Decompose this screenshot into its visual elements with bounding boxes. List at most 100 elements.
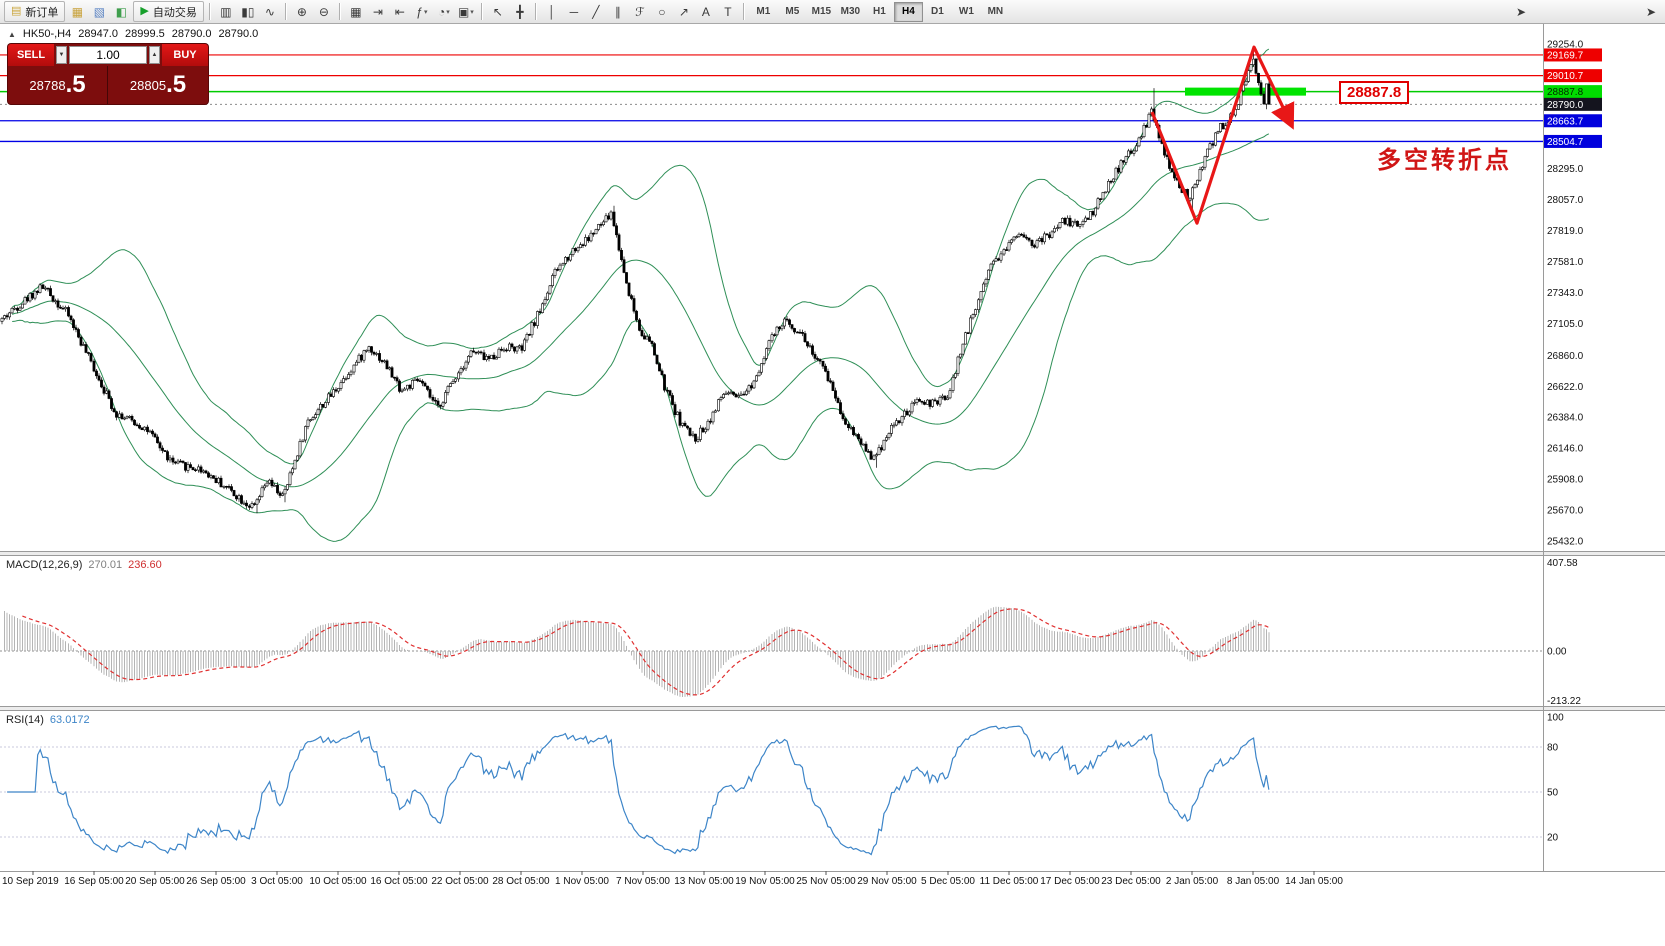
fibonacci-tool-icon[interactable]: ℱ [629, 2, 651, 22]
horizontal-line-tool-icon[interactable]: ─ [563, 2, 585, 22]
auto-scroll-glyph: ⇥ [372, 4, 383, 19]
price-tick-label: 25670.0 [1547, 506, 1584, 517]
dropdown-arrow-icon: ▾ [446, 8, 450, 16]
timeframe-m1[interactable]: M1 [756, 6, 771, 17]
sell-button[interactable]: SELL [8, 44, 54, 66]
time-tick-label: 22 Oct 05:00 [431, 876, 489, 887]
profiles-icon[interactable]: ▧ [88, 2, 110, 22]
shapes-tool-icon[interactable]: ○ [651, 2, 673, 22]
trend-arrow-annotation[interactable] [1150, 45, 1295, 225]
charts-window-icon[interactable]: ▦ [66, 2, 88, 22]
line-chart-mode-icon[interactable]: ∿ [259, 2, 281, 22]
zoom-in-icon[interactable]: ⊕ [291, 2, 313, 22]
panel-divider[interactable] [0, 551, 1665, 556]
text-tool-icon[interactable]: A [695, 2, 717, 22]
channel-tool-icon[interactable]: ∥ [607, 2, 629, 22]
periods-icon[interactable]: ◔ ▾ [433, 2, 455, 22]
volume-increase-button[interactable]: ▲ [149, 46, 160, 64]
toolbar: ▤ 新订单 ▦ ▧ ◧ ▶ 自动交易 ▥ ▮▯ ∿ ⊕ ⊖ ▦ ⇥ ⇤ ƒ ▾ ◔ ▾ ▣ ▾ ↖ ╋ │ ─ ╱ ∥ ℱ ○ ↗ A T M1… [0, 0, 1665, 24]
candlestick-mode-icon[interactable]: ▮▯ [237, 2, 259, 22]
time-tick-label: 20 Sep 05:00 [125, 876, 185, 887]
timeframe-mn[interactable]: MN [987, 6, 1004, 17]
symbol-ohlc-line: ▲ HK50-,H4 28947.0 28999.5 28790.0 28790… [8, 28, 258, 40]
timeframe-w1[interactable]: W1 [958, 6, 974, 17]
time-tick-label: 7 Nov 05:00 [616, 876, 670, 887]
auto-scroll-icon[interactable]: ⇥ [367, 2, 389, 22]
periods-glyph: ◔ [437, 4, 446, 19]
time-tick-label: 10 Sep 2019 [2, 876, 59, 887]
zoom-out-glyph: ⊖ [318, 4, 329, 19]
time-tick-label: 26 Sep 05:00 [186, 876, 246, 887]
buy-price-main: 28805 [129, 77, 167, 93]
timeframe-h4[interactable]: H4 [893, 1, 923, 22]
channel-tool-glyph: ∥ [614, 4, 621, 19]
fibonacci-tool-glyph: ℱ [635, 4, 645, 19]
timeframe-m15[interactable]: M15 [811, 6, 832, 17]
timeframe-d1[interactable]: D1 [930, 6, 944, 17]
bar-chart-mode-glyph: ▥ [220, 4, 232, 19]
timeframe-h1[interactable]: H1 [872, 6, 886, 17]
volume-decrease-button[interactable]: ▼ [56, 46, 67, 64]
toolbar-separator [208, 3, 211, 20]
price-line-label-bg [1544, 85, 1602, 99]
timeframe-m5[interactable]: M5 [785, 6, 800, 17]
rsi-levels [0, 746, 1543, 838]
time-tick-label: 17 Dec 05:00 [1040, 876, 1100, 887]
bar-chart-mode-icon[interactable]: ▥ [215, 2, 237, 22]
chart-shift-icon[interactable]: ⇤ [389, 2, 411, 22]
market-watch-icon[interactable]: ◧ [110, 2, 132, 22]
label-tool-icon[interactable]: T [717, 2, 739, 22]
price-line-label: 29010.7 [1547, 71, 1584, 82]
price-line-label-bg [1544, 97, 1602, 111]
auto-trading-glyph: ▶ [140, 5, 149, 17]
tile-windows-icon[interactable]: ▦ [345, 2, 367, 22]
time-tick-label: 28 Oct 05:00 [492, 876, 550, 887]
volume-input[interactable]: 1.00 [69, 46, 147, 64]
vertical-line-tool-glyph: │ [548, 4, 556, 19]
price-tick-label: 25908.0 [1547, 475, 1584, 486]
zoom-out-icon[interactable]: ⊖ [313, 2, 335, 22]
new-order-button[interactable]: ▤ 新订单 [4, 1, 66, 22]
macd-value-signal: 236.60 [128, 559, 162, 571]
cursor-tool-icon[interactable]: ↖ [487, 2, 509, 22]
time-tick-label: 3 Oct 05:00 [251, 876, 303, 887]
timeframe-m30[interactable]: M30 [840, 6, 861, 17]
horizontal-line-tool-glyph: ─ [569, 4, 579, 19]
rsi-axis[interactable]: 100 80 50 20 [1547, 713, 1564, 844]
trendline-tool-icon[interactable]: ╱ [585, 2, 607, 22]
toolbar-overflow-icon[interactable]: ➤ [1510, 2, 1532, 22]
price-tag-annotation[interactable]: 28887.8 [1339, 80, 1410, 104]
chart-icon: ▲ [8, 29, 16, 39]
indicators-icon[interactable]: ƒ ▾ [411, 2, 433, 22]
highlight-bar-annotation[interactable] [1185, 87, 1306, 96]
shapes-tool-glyph: ○ [658, 4, 666, 19]
price-tick-label: 27105.0 [1547, 319, 1584, 330]
toolbar-edge-icon[interactable]: ➤ [1640, 2, 1662, 22]
toolbar-separator [338, 3, 341, 20]
vertical-line-tool-icon[interactable]: │ [541, 2, 563, 22]
templates-icon[interactable]: ▣ ▾ [455, 2, 477, 22]
panel-divider[interactable] [0, 706, 1665, 711]
time-tick-label: 19 Nov 05:00 [735, 876, 795, 887]
time-tick-label: 13 Nov 05:00 [674, 876, 734, 887]
macd-axis[interactable]: 407.58 0.00 -213.22 [1547, 558, 1581, 707]
candlestick-series [0, 46, 1271, 514]
buy-price-button[interactable]: 28805 .5 [108, 66, 208, 104]
auto-trading-button[interactable]: ▶ 自动交易 [133, 1, 204, 22]
rsi-axis-label: 20 [1547, 833, 1559, 844]
profiles-glyph: ▧ [93, 4, 106, 19]
horizontal-lines-layer[interactable] [0, 54, 1543, 143]
sell-price-button[interactable]: 28788 .5 [8, 66, 108, 104]
price-axis[interactable]: 29254.0 28295.0 28057.0 27819.0 27581.0 27343… [1544, 40, 1602, 548]
note-annotation[interactable]: 多空转折点 [1377, 147, 1512, 175]
cursor-tool-glyph: ↖ [492, 4, 503, 19]
buy-button[interactable]: BUY [162, 44, 208, 66]
arrow-tool-icon[interactable]: ↗ [673, 2, 695, 22]
crosshair-tool-icon[interactable]: ╋ [509, 2, 531, 22]
dropdown-arrow-icon: ▾ [423, 8, 428, 16]
time-tick-label: 23 Dec 05:00 [1101, 876, 1161, 887]
time-axis[interactable]: 10 Sep 2019 16 Sep 05:00 20 Sep 05:00 26 Se… [2, 871, 1343, 887]
zoom-in-glyph: ⊕ [296, 4, 307, 19]
ohlc-low: 28790.0 [171, 28, 212, 40]
